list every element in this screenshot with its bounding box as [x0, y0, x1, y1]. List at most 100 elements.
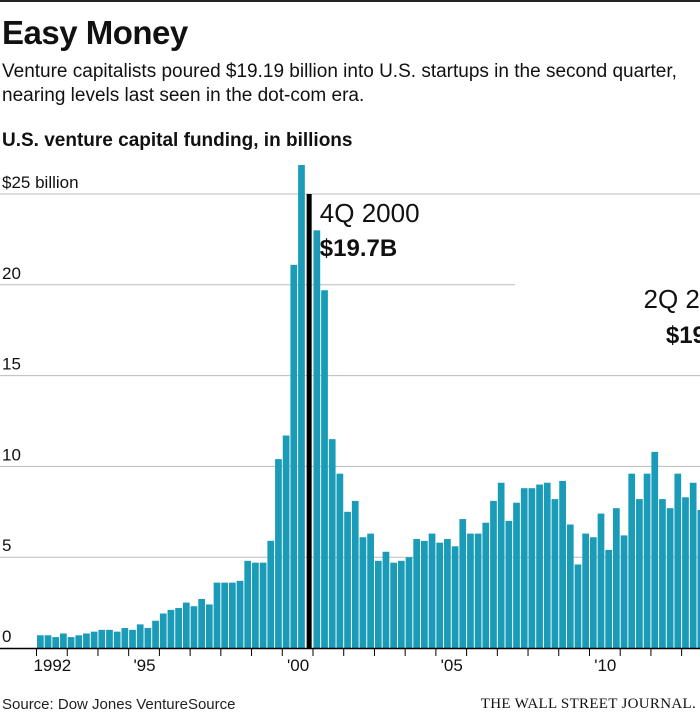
bar — [490, 500, 497, 648]
y-tick-labels: 0 5 10 15 20 $25 billion — [2, 173, 79, 646]
bar — [244, 560, 252, 648]
bar — [298, 165, 305, 648]
bar — [259, 562, 267, 648]
bar — [536, 484, 543, 648]
bar — [275, 459, 282, 648]
page-title: Easy Money — [2, 14, 188, 51]
bar — [90, 631, 98, 648]
bar — [551, 499, 559, 648]
bar — [666, 508, 674, 648]
bar — [221, 582, 229, 648]
bar — [390, 562, 397, 648]
bar — [659, 499, 666, 648]
bar — [428, 533, 436, 648]
bar — [60, 633, 67, 648]
annotation-value-label: $19.2B — [666, 322, 700, 349]
bar — [129, 629, 136, 648]
annotation-value-label: $19.7B — [320, 235, 397, 262]
publisher-logo: THE WALL STREET JOURNAL. — [480, 696, 696, 712]
bar — [589, 537, 597, 648]
x-axis: 1992'95'00'05'10'15 — [0, 647, 700, 675]
bar — [152, 620, 159, 648]
highlight-bar — [306, 194, 312, 648]
bar — [421, 540, 428, 648]
bar — [205, 604, 213, 648]
bar — [282, 435, 290, 648]
bar — [313, 230, 321, 648]
y-tick-label: $25 billion — [2, 173, 79, 192]
bar — [106, 629, 113, 648]
annotation-period-label: 2Q 2015 — [643, 284, 700, 314]
bar — [636, 499, 643, 648]
bar — [574, 564, 582, 648]
bar — [397, 560, 405, 648]
y-tick-label: 15 — [2, 355, 21, 374]
page-subtitle: Venture capitalists poured $19.19 billio… — [2, 61, 677, 106]
bar — [382, 551, 390, 648]
bar — [182, 602, 190, 648]
vc-funding-bar-chart: 0 5 10 15 20 $25 billion 4Q 2000 $19.7B 2Q 2015… — [0, 165, 700, 675]
bar — [98, 629, 106, 648]
bar — [405, 557, 413, 648]
bar — [582, 533, 589, 648]
bar — [252, 562, 259, 648]
bar — [336, 473, 344, 648]
bar — [697, 509, 700, 648]
bar — [52, 637, 60, 648]
bar — [359, 537, 367, 648]
bar — [444, 539, 451, 648]
y-tick-label: 20 — [2, 264, 21, 283]
y-tick-label: 5 — [2, 536, 11, 555]
x-tick-label: '10 — [594, 656, 616, 675]
bar — [497, 482, 505, 648]
y-tick-label: 10 — [2, 445, 21, 464]
bar — [674, 473, 682, 648]
annotations: 4Q 2000 $19.7B 2Q 2015 $19.2B — [320, 198, 700, 349]
bar — [83, 633, 90, 648]
bar — [528, 488, 536, 648]
bar — [175, 608, 182, 648]
annotation-period-label: 4Q 2000 — [320, 198, 420, 228]
bar — [367, 533, 374, 648]
chart-title: U.S. venture capital funding, in billion… — [2, 130, 353, 151]
bar — [613, 508, 620, 648]
bar — [67, 637, 75, 648]
bar — [44, 635, 52, 648]
bar — [113, 631, 121, 648]
bar — [136, 624, 144, 648]
bar — [543, 482, 551, 648]
bar — [290, 264, 298, 648]
bar — [459, 519, 467, 648]
bar — [328, 439, 336, 648]
bar — [605, 549, 613, 648]
bar — [513, 502, 520, 648]
bar — [159, 613, 167, 648]
x-tick-label: '95 — [133, 656, 155, 675]
bar — [597, 513, 605, 648]
bar — [643, 473, 651, 648]
bar — [167, 609, 175, 648]
bar — [651, 451, 659, 648]
bar — [75, 635, 83, 648]
bar — [467, 533, 474, 648]
bar — [482, 522, 490, 648]
bar — [689, 482, 697, 648]
bar — [213, 582, 221, 648]
bar — [451, 546, 459, 648]
bar — [566, 524, 574, 648]
top-rule — [0, 0, 700, 2]
bar — [628, 473, 636, 648]
x-tick-label: 1992 — [33, 656, 71, 675]
bar — [620, 535, 628, 648]
bar — [267, 540, 275, 648]
bar — [144, 628, 152, 648]
y-tick-label: 0 — [2, 627, 11, 646]
bar — [344, 511, 351, 648]
bar — [505, 520, 513, 648]
bar — [190, 606, 198, 648]
source-note: Source: Dow Jones VentureSource — [2, 696, 236, 713]
bar — [321, 290, 328, 648]
bar — [413, 539, 421, 648]
bar — [682, 497, 689, 648]
bar — [436, 542, 444, 648]
